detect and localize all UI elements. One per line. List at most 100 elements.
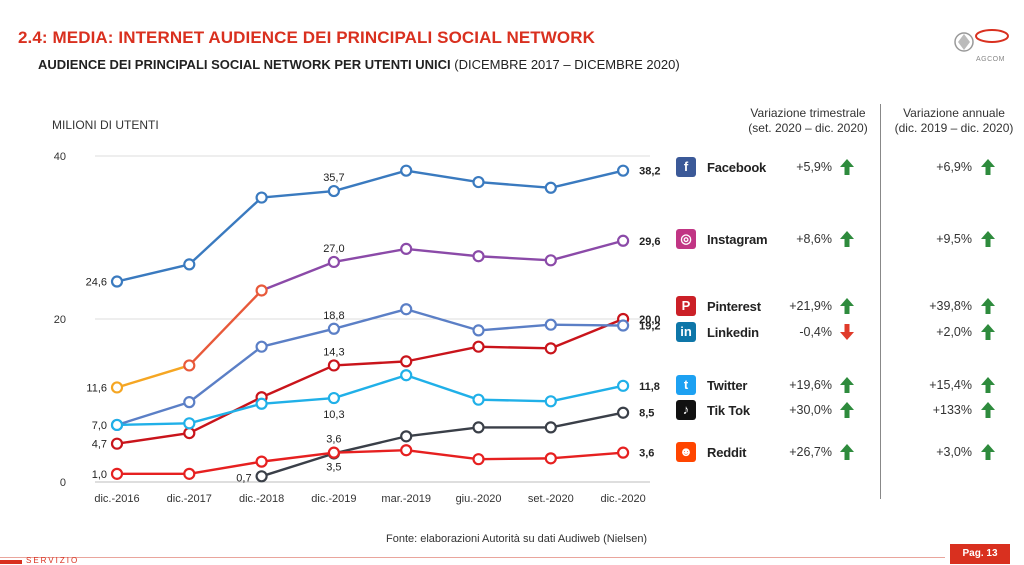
- network-row-facebook: f Facebook +5,9% +6,9%: [676, 157, 1006, 181]
- quarterly-change: +26,7%: [789, 445, 832, 459]
- data-point: [255, 284, 268, 297]
- network-name: Reddit: [707, 445, 747, 460]
- series-line-linkedin: [333, 308, 407, 330]
- data-point: [616, 406, 630, 419]
- series-line-tik-tok: [406, 426, 479, 438]
- line-chart: 0 20 40 dic.-2016 dic.-2017 dic.-2018 dic.-201…: [54, 151, 661, 505]
- data-label: 3,6: [639, 448, 654, 460]
- data-point: [327, 322, 340, 335]
- series-line-linkedin: [478, 323, 551, 332]
- data-point: [544, 254, 557, 267]
- x-tick-label: dic.-2017: [167, 493, 212, 505]
- series-line-twitter: [261, 396, 334, 405]
- quarterly-header-line1: Variazione trimestrale: [750, 106, 866, 120]
- data-point: [183, 258, 196, 271]
- x-tick-label: dic.-2016: [94, 493, 139, 505]
- data-point: [400, 444, 413, 457]
- series-line-instagram: [333, 247, 407, 264]
- series-line-facebook: [550, 169, 624, 189]
- series-line-linkedin: [550, 323, 624, 327]
- network-row-linkedin: in Linkedin -0,4% +2,0%: [676, 322, 1006, 346]
- series-line-pinterest: [333, 360, 407, 367]
- series-line-pinterest: [405, 345, 479, 363]
- series-line-tik-tok: [261, 452, 335, 478]
- network-name: Twitter: [707, 378, 748, 393]
- x-tick-label: dic.-2020: [600, 493, 645, 505]
- subtitle-bold: AUDIENCE DEI PRINCIPALI SOCIAL NETWORK P…: [38, 57, 451, 72]
- data-point: [544, 318, 557, 331]
- network-name: Tik Tok: [707, 403, 750, 418]
- arrow-up-icon: [980, 401, 996, 419]
- series-line-instagram: [478, 255, 551, 262]
- data-label: 29,6: [639, 236, 660, 248]
- annual-change: +3,0%: [936, 445, 972, 459]
- arrow-up-icon: [839, 443, 855, 461]
- data-point: [472, 453, 485, 466]
- data-label: 20,0: [639, 314, 660, 326]
- data-label: 10,3: [323, 409, 344, 421]
- tiktok-icon: ♪: [676, 400, 696, 420]
- data-point: [400, 303, 413, 316]
- facebook-icon: f: [676, 157, 696, 177]
- series-line-pinterest: [478, 345, 551, 350]
- y-tick-label: 20: [54, 314, 66, 326]
- data-label: 35,7: [323, 172, 344, 184]
- series-line-reddit: [478, 457, 551, 461]
- series-line-twitter: [405, 374, 479, 401]
- y-axis-label: MILIONI DI UTENTI: [52, 118, 159, 132]
- series-line-reddit: [550, 451, 624, 460]
- series-line-twitter: [188, 402, 262, 425]
- data-label: 27,0: [323, 243, 344, 255]
- data-point: [327, 255, 340, 269]
- data-label: 19,2: [639, 321, 660, 333]
- network-row-instagram: ◎ Instagram +8,6% +9,5%: [676, 229, 1006, 253]
- data-point: [110, 437, 124, 450]
- arrow-up-icon: [839, 401, 855, 419]
- series-line-pinterest: [116, 431, 190, 445]
- data-point: [472, 250, 485, 263]
- series-line-linkedin: [188, 345, 263, 404]
- pinterest-icon: P: [676, 296, 696, 316]
- network-name: Instagram: [707, 232, 768, 247]
- annual-change: +15,4%: [929, 378, 972, 392]
- series-line-facebook: [478, 180, 551, 189]
- x-tick-label: set.-2020: [528, 493, 574, 505]
- subtitle-period: (DICEMBRE 2017 – DICEMBRE 2020): [450, 57, 680, 72]
- data-point: [400, 164, 413, 177]
- x-tick-label: giu.-2020: [456, 493, 502, 505]
- data-point: [472, 324, 485, 337]
- instagram-icon: ◎: [676, 229, 696, 249]
- quarterly-change: -0,4%: [799, 325, 832, 339]
- data-point: [544, 342, 557, 355]
- quarterly-header-line2: (set. 2020 – dic. 2020): [748, 121, 868, 135]
- series-line-instagram: [550, 239, 624, 262]
- annual-change: +9,5%: [936, 232, 972, 246]
- data-point: [255, 191, 268, 204]
- data-point: [327, 391, 340, 405]
- reddit-icon: ☻: [676, 442, 696, 462]
- series-line-reddit: [261, 451, 335, 463]
- linkedin-icon: in: [676, 322, 696, 342]
- footer-line: [0, 557, 945, 558]
- data-label: 8,5: [639, 408, 654, 420]
- data-point: [616, 234, 630, 247]
- data-label: 1,0: [92, 469, 107, 481]
- data-label: 3,6: [326, 434, 341, 446]
- series-line-pinterest: [188, 396, 263, 435]
- quarterly-change: +5,9%: [796, 160, 832, 174]
- network-name: Facebook: [707, 160, 767, 175]
- data-point: [544, 395, 557, 408]
- series-line-linkedin: [261, 327, 335, 348]
- data-point: [183, 467, 196, 480]
- page-number: Pag. 13: [950, 544, 1010, 564]
- series-line-twitter: [550, 384, 624, 403]
- arrow-up-icon: [980, 323, 996, 341]
- arrow-up-icon: [839, 376, 855, 394]
- network-row-twitter: t Twitter +19,6% +15,4%: [676, 375, 1006, 399]
- series-line-facebook: [188, 196, 263, 266]
- series-line-tik-tok: [550, 411, 624, 429]
- annual-change: +6,9%: [936, 160, 972, 174]
- annual-header: Variazione annuale (dic. 2019 – dic. 202…: [884, 106, 1024, 136]
- series-line-facebook: [406, 169, 479, 184]
- data-label: 0,7: [236, 472, 251, 484]
